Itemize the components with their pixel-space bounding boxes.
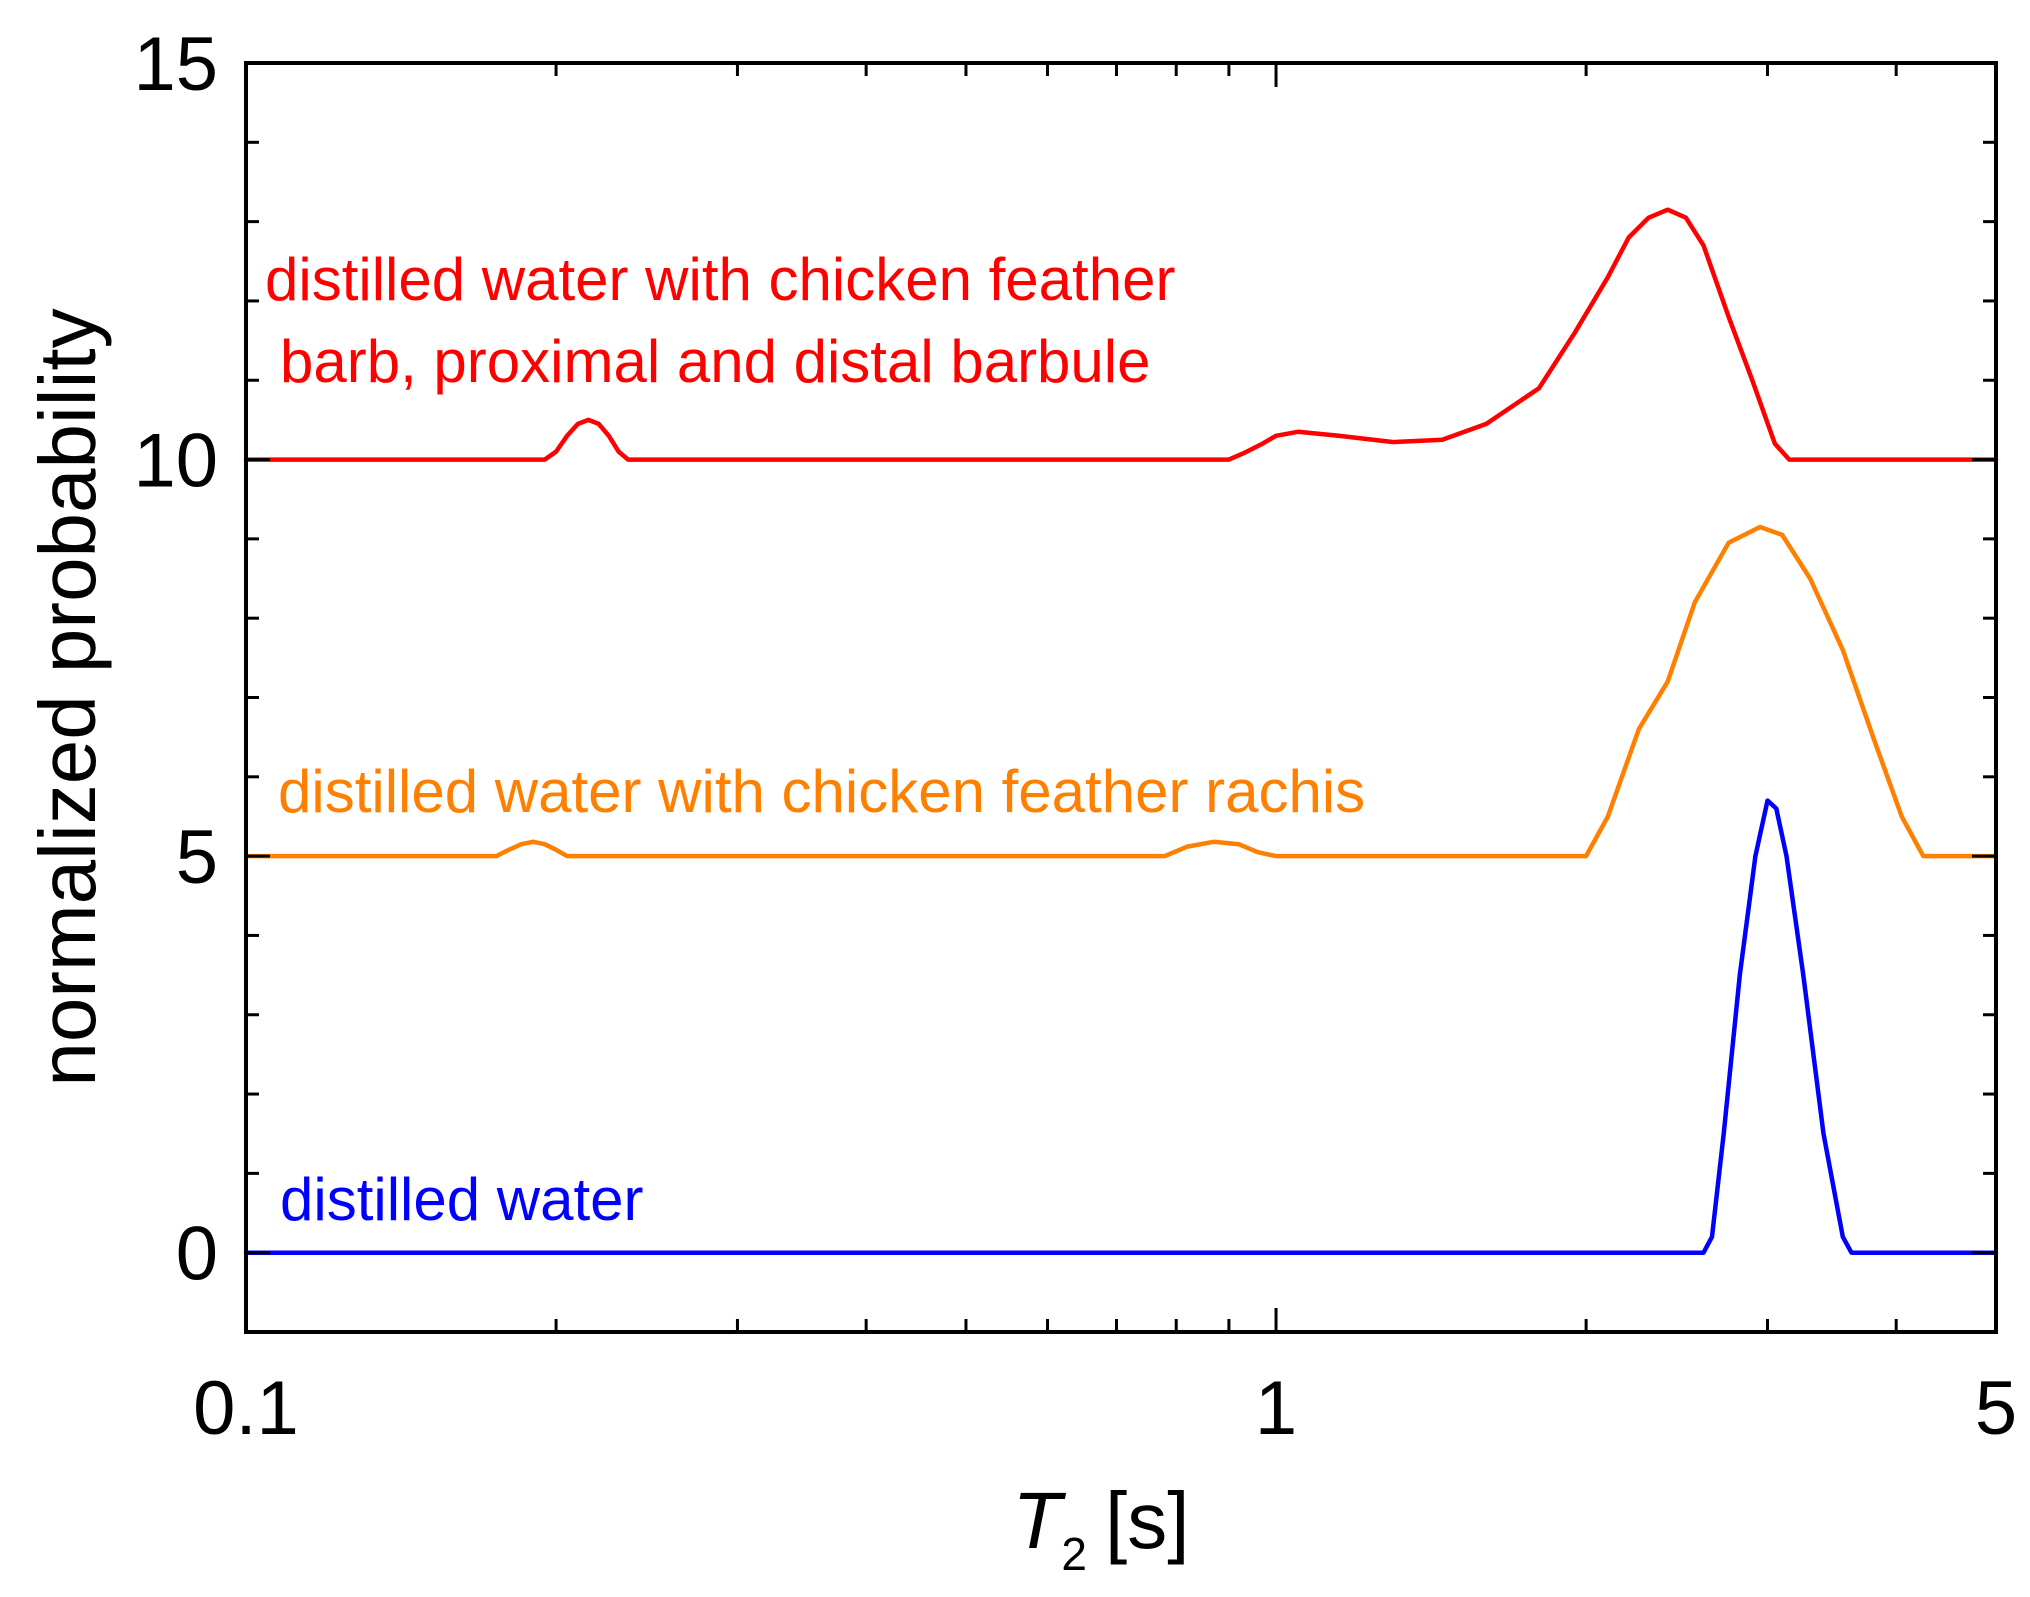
y-tick-label-1: 5	[176, 815, 218, 900]
y-tick-label-0: 0	[176, 1212, 218, 1297]
x-tick-label-2: 5	[1975, 1366, 2017, 1451]
y-tick-label-2: 10	[133, 419, 218, 504]
x-axis-label-symbol: T	[1013, 1476, 1067, 1565]
series-line-0	[243, 207, 1999, 462]
series-line-2	[243, 798, 1999, 1255]
series-label-1-line-0: distilled water with chicken feather rac…	[278, 758, 1365, 825]
y-axis-label: normalized probability	[23, 308, 112, 1086]
x-tick-label-1: 1	[1255, 1366, 1297, 1451]
axis-ticks	[244, 61, 1998, 1332]
series-label-2-line-0: distilled water	[280, 1166, 644, 1233]
series-line-1	[243, 524, 1999, 859]
series-label-0-line-1: barb, proximal and distal barbule	[280, 328, 1151, 395]
series-label-0-line-0: distilled water with chicken feather	[265, 246, 1175, 313]
x-axis-label-subscript: 2	[1061, 1528, 1087, 1580]
x-axis-label: T2 [s]	[1013, 1476, 1190, 1580]
y-tick-label-3: 15	[133, 22, 218, 107]
plot-area	[243, 207, 1999, 1255]
x-axis-label-unit: [s]	[1105, 1476, 1189, 1565]
series-labels: distilled water with chicken feather barb…	[265, 246, 1365, 1233]
x-tick-label-0: 0.1	[193, 1366, 299, 1451]
